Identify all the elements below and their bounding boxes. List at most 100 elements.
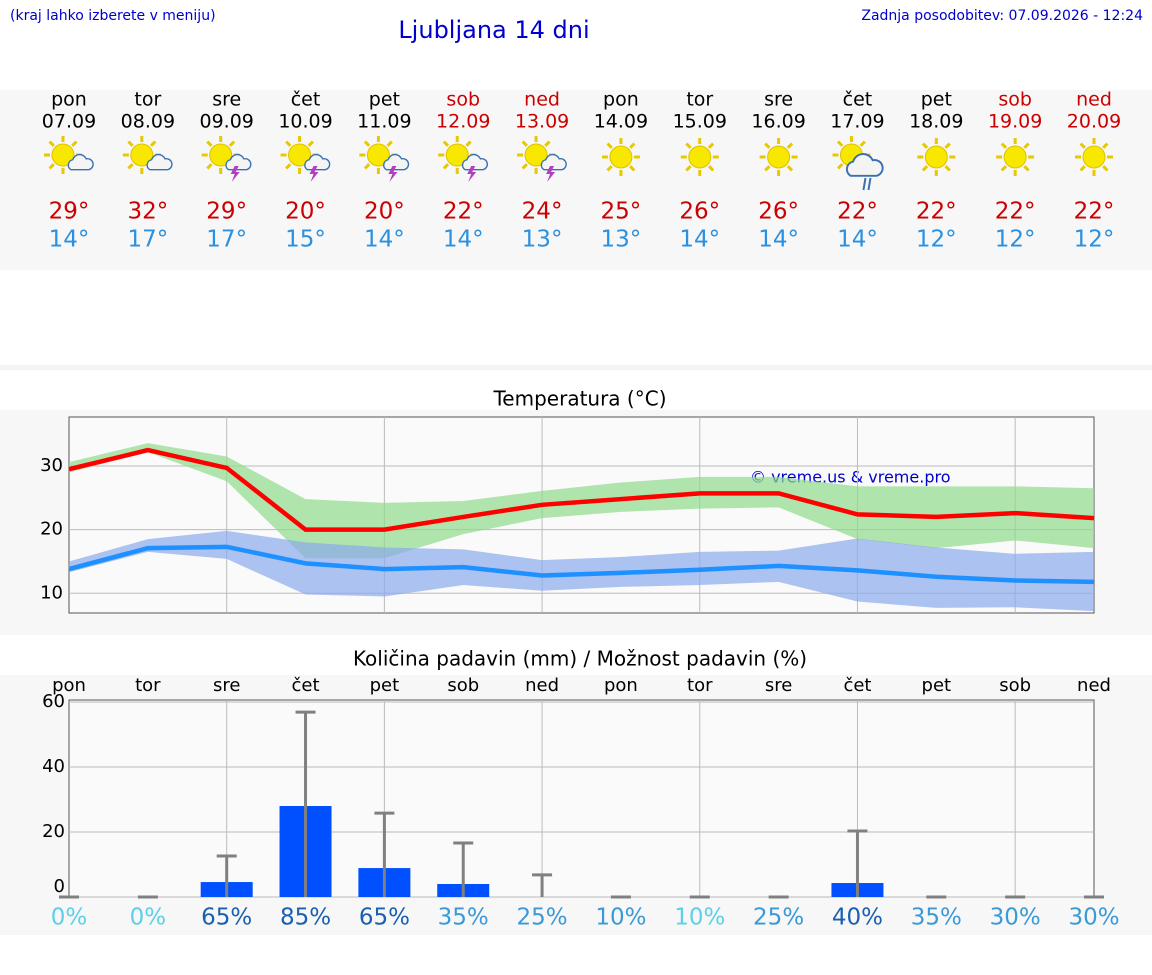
- sun-ray: [386, 140, 393, 147]
- high-temp: 22°: [837, 199, 878, 225]
- high-temp: 20°: [285, 199, 326, 225]
- sun: [924, 145, 948, 169]
- sun-ray: [685, 165, 692, 172]
- day-name: sre: [764, 89, 793, 111]
- day-date: 07.09: [42, 111, 96, 133]
- x-tick-label: tor: [135, 675, 161, 696]
- probability-label: 30%: [990, 905, 1041, 931]
- sun-ray: [285, 140, 292, 147]
- day-name: sre: [212, 89, 241, 111]
- sun-ray: [544, 140, 551, 147]
- probability-label: 85%: [280, 905, 331, 931]
- update-time: Zadnja posodobitev: 07.09.2026 - 12:24: [861, 8, 1143, 24]
- sun-ray: [764, 165, 771, 172]
- cloud: [67, 153, 94, 171]
- sun-ray: [228, 140, 236, 147]
- day-date: 17.09: [830, 111, 884, 133]
- cloud: [461, 153, 489, 171]
- cloud: [845, 153, 884, 177]
- weather-icon: [917, 138, 956, 176]
- y-tick-label: 60: [42, 691, 65, 712]
- high-temp: 29°: [49, 199, 90, 225]
- day-name: pon: [603, 89, 639, 111]
- day-name: sob: [998, 89, 1032, 111]
- x-tick-label: pet: [370, 675, 400, 696]
- day-name: tor: [686, 89, 713, 111]
- sun-ray: [786, 142, 794, 149]
- probability-label: 25%: [517, 905, 568, 931]
- probability-label: 0%: [130, 905, 167, 931]
- sun-ray: [363, 163, 371, 170]
- high-temp: 24°: [522, 199, 563, 225]
- day-date: 09.09: [199, 111, 253, 133]
- x-tick-label: pon: [604, 675, 638, 696]
- sun-ray: [764, 142, 771, 149]
- rain: [862, 177, 867, 191]
- low-temp: 12°: [1074, 227, 1115, 253]
- cloud: [540, 153, 567, 171]
- day-date: 20.09: [1067, 111, 1121, 133]
- sun-ray: [1000, 142, 1008, 149]
- day-name: pon: [51, 89, 87, 111]
- lightning: [467, 166, 477, 182]
- probability-label: 0%: [51, 905, 88, 931]
- probability-label: 10%: [595, 905, 646, 931]
- weather-icon: [44, 136, 94, 174]
- high-temp: 22°: [443, 199, 484, 225]
- probability-label: 25%: [753, 905, 804, 931]
- sun-ray: [606, 165, 613, 172]
- sun-ray: [48, 140, 55, 147]
- precip-plot: [68, 699, 1095, 898]
- low-temp: 14°: [679, 227, 720, 253]
- x-tick-label: sre: [765, 675, 792, 696]
- sun-ray: [859, 140, 866, 147]
- high-temp: 26°: [679, 199, 720, 225]
- day-name: pet: [369, 89, 400, 111]
- rain: [867, 177, 872, 191]
- cloud: [383, 153, 410, 171]
- temp-line: [68, 544, 1095, 585]
- weather-icon: [517, 136, 567, 182]
- weather-icon: [122, 136, 173, 174]
- temp-line: [68, 447, 1095, 532]
- sun-ray: [1023, 142, 1030, 149]
- sun: [130, 143, 154, 167]
- low-temp: 13°: [522, 227, 563, 253]
- day-date: 15.09: [673, 111, 727, 133]
- sun-ray: [1079, 165, 1086, 172]
- probability-label: 35%: [438, 905, 489, 931]
- lightning: [309, 166, 319, 182]
- sun: [1082, 145, 1106, 169]
- day-name: pet: [921, 89, 952, 111]
- separator: [0, 365, 1152, 370]
- day-date: 11.09: [357, 111, 411, 133]
- sun-ray: [1102, 165, 1109, 172]
- day-date: 18.09: [909, 111, 963, 133]
- sun-ray: [707, 142, 715, 149]
- high-temp: 32°: [127, 199, 168, 225]
- sun-ray: [921, 142, 929, 149]
- low-temp: 14°: [443, 227, 484, 253]
- low-temp: 17°: [127, 227, 168, 253]
- sun-ray: [127, 163, 134, 170]
- lightning: [230, 166, 240, 182]
- sun-ray: [836, 140, 844, 147]
- x-tick-label: ned: [525, 675, 559, 696]
- sun-ray: [629, 165, 636, 172]
- sun-ray: [149, 140, 157, 147]
- sun: [288, 143, 312, 167]
- sun: [609, 145, 633, 169]
- probability-label: 65%: [359, 905, 410, 931]
- high-temp: 25°: [601, 199, 642, 225]
- high-temp: 29°: [206, 199, 247, 225]
- high-temp: 22°: [916, 199, 957, 225]
- y-tick-label: 20: [40, 519, 63, 540]
- lightning: [388, 166, 398, 182]
- high-temp: 22°: [1074, 199, 1115, 225]
- sun-ray: [1102, 142, 1109, 149]
- x-tick-label: tor: [687, 675, 713, 696]
- cloud: [304, 153, 331, 171]
- sun-ray: [836, 163, 844, 170]
- day-name: ned: [1076, 89, 1112, 111]
